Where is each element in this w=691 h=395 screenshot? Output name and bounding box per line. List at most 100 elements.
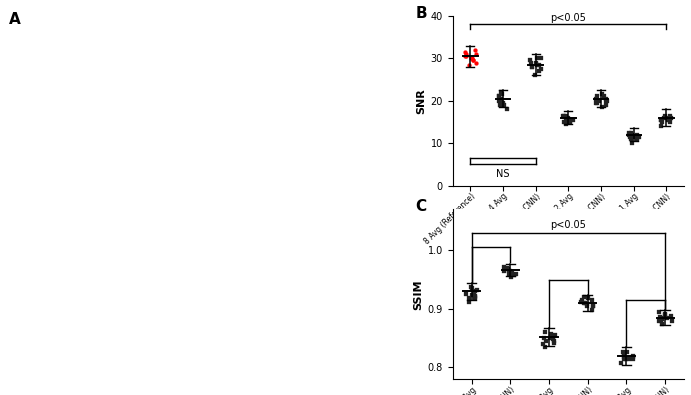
Point — [565, 117, 576, 123]
Point — [459, 53, 470, 59]
Point — [653, 318, 664, 324]
Point — [525, 59, 536, 66]
Point — [594, 98, 605, 104]
Point — [587, 297, 598, 303]
Point — [495, 98, 506, 104]
Point — [500, 266, 511, 272]
Point — [621, 356, 632, 363]
Point — [627, 354, 638, 360]
Point — [471, 51, 482, 57]
Point — [562, 115, 573, 121]
Point — [656, 117, 667, 123]
Point — [621, 349, 632, 356]
Point — [502, 266, 513, 272]
Point — [560, 115, 571, 121]
Point — [494, 102, 505, 108]
Point — [524, 57, 536, 64]
Point — [662, 117, 673, 123]
Point — [548, 334, 559, 340]
Point — [504, 268, 515, 274]
Point — [545, 330, 556, 337]
Point — [539, 329, 550, 335]
Point — [619, 350, 630, 356]
Point — [468, 290, 479, 296]
Point — [540, 338, 551, 344]
Point — [656, 117, 667, 123]
Point — [507, 269, 518, 276]
Point — [656, 316, 668, 323]
Point — [505, 268, 516, 274]
Point — [511, 271, 522, 277]
Text: A: A — [8, 12, 21, 27]
Point — [659, 113, 670, 119]
Point — [558, 113, 569, 119]
Point — [664, 113, 675, 119]
Point — [531, 55, 542, 61]
Point — [530, 59, 541, 66]
Point — [461, 53, 472, 59]
Point — [558, 113, 569, 119]
Point — [470, 288, 481, 295]
Point — [468, 57, 479, 64]
Point — [498, 263, 509, 270]
Point — [577, 297, 588, 303]
Point — [536, 66, 547, 72]
Point — [623, 132, 634, 138]
Text: C: C — [415, 199, 426, 214]
Point — [632, 132, 643, 138]
Point — [527, 64, 538, 70]
Point — [549, 340, 560, 346]
Point — [466, 55, 477, 61]
Text: p<0.05: p<0.05 — [551, 220, 586, 230]
Point — [632, 134, 643, 140]
Point — [591, 100, 603, 106]
Point — [469, 294, 480, 300]
Point — [502, 106, 513, 112]
Point — [659, 115, 670, 121]
Point — [666, 318, 677, 324]
Point — [578, 300, 589, 306]
Point — [617, 349, 628, 356]
Point — [540, 344, 551, 350]
Point — [469, 293, 480, 299]
Text: p<0.05: p<0.05 — [551, 13, 586, 23]
Point — [598, 93, 609, 100]
Point — [501, 265, 512, 271]
Point — [587, 303, 598, 309]
Point — [632, 136, 643, 142]
Point — [581, 301, 592, 307]
Point — [494, 93, 505, 100]
Point — [587, 303, 598, 309]
Point — [467, 57, 478, 64]
Point — [496, 89, 507, 96]
Point — [469, 47, 480, 53]
Point — [509, 272, 520, 278]
Point — [629, 134, 640, 140]
Point — [618, 352, 630, 358]
Point — [495, 98, 506, 104]
Point — [587, 307, 598, 313]
Point — [600, 102, 612, 108]
Point — [659, 310, 670, 317]
Point — [634, 134, 645, 140]
Point — [625, 130, 636, 136]
Point — [618, 356, 630, 363]
Point — [505, 274, 516, 280]
Point — [663, 115, 674, 121]
Text: NS: NS — [496, 169, 510, 179]
Point — [470, 59, 481, 66]
Point — [470, 295, 481, 301]
Point — [529, 72, 540, 78]
Point — [531, 62, 542, 68]
Point — [627, 356, 638, 363]
Point — [591, 96, 602, 102]
Point — [463, 62, 474, 68]
Point — [624, 356, 635, 362]
Point — [627, 353, 638, 359]
Point — [596, 91, 607, 98]
Point — [567, 117, 578, 123]
Point — [625, 134, 636, 140]
Point — [560, 113, 571, 119]
Point — [460, 49, 471, 55]
Point — [576, 299, 587, 305]
